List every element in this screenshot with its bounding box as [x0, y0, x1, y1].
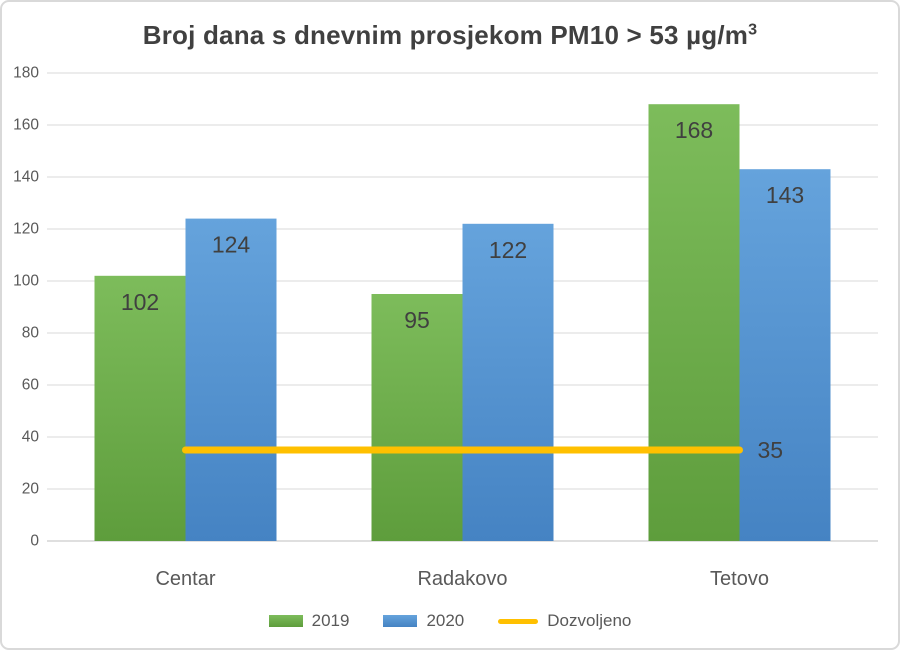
- y-axis-tick-label: 80: [22, 325, 40, 342]
- bar-2020-tetovo: [739, 169, 831, 541]
- chart-legend: 2019 2020 Dozvoljeno: [2, 603, 898, 639]
- y-axis-tick-label: 20: [22, 481, 40, 498]
- bar-data-label: 102: [121, 289, 159, 315]
- legend-swatch-2020: [383, 615, 418, 627]
- y-axis-tick-label: 40: [22, 429, 40, 446]
- legend-label: 2019: [311, 611, 350, 630]
- y-axis-tick-label: 100: [13, 273, 39, 290]
- legend-item-2020: 2020: [383, 611, 464, 631]
- legend-item-2019: 2019: [268, 611, 350, 631]
- bar-2019-centar: [94, 275, 186, 541]
- x-axis-category-label: Centar: [155, 568, 215, 590]
- legend-label: Dozvoljeno: [547, 611, 632, 630]
- bar-2020-centar: [185, 218, 277, 541]
- bar-data-label: 143: [766, 182, 804, 208]
- y-axis-tick-label: 0: [30, 533, 39, 550]
- legend-swatch-2019: [268, 615, 303, 627]
- chart-title-text: Broj dana s dnevnim prosjekom PM10 > 53 …: [142, 20, 749, 50]
- bar-data-label: 124: [212, 232, 251, 258]
- bar-data-label: 95: [404, 307, 430, 333]
- bar-data-label: 168: [675, 117, 713, 143]
- x-axis-category-label: Tetovo: [710, 568, 769, 590]
- legend-swatch-dozvoljeno: [498, 618, 539, 624]
- y-axis-tick-label: 180: [13, 65, 39, 82]
- bar-2020-radakovo: [462, 223, 554, 542]
- legend-item-dozvoljeno: Dozvoljeno: [498, 611, 631, 631]
- y-axis-tick-label: 120: [13, 221, 39, 238]
- y-axis-tick-label: 160: [13, 117, 39, 134]
- chart-title-superscript: 3: [748, 20, 758, 39]
- bar-data-label: 122: [489, 237, 527, 263]
- x-axis-category-label: Radakovo: [417, 568, 507, 590]
- bar-2019-tetovo: [648, 104, 740, 541]
- bar-2019-radakovo: [371, 294, 463, 541]
- legend-label: 2020: [426, 611, 465, 630]
- y-axis-tick-label: 60: [22, 377, 40, 394]
- y-axis-tick-label: 140: [13, 169, 39, 186]
- limit-line-data-label: 35: [758, 437, 784, 463]
- chart-title: Broj dana s dnevnim prosjekom PM10 > 53 …: [2, 20, 898, 51]
